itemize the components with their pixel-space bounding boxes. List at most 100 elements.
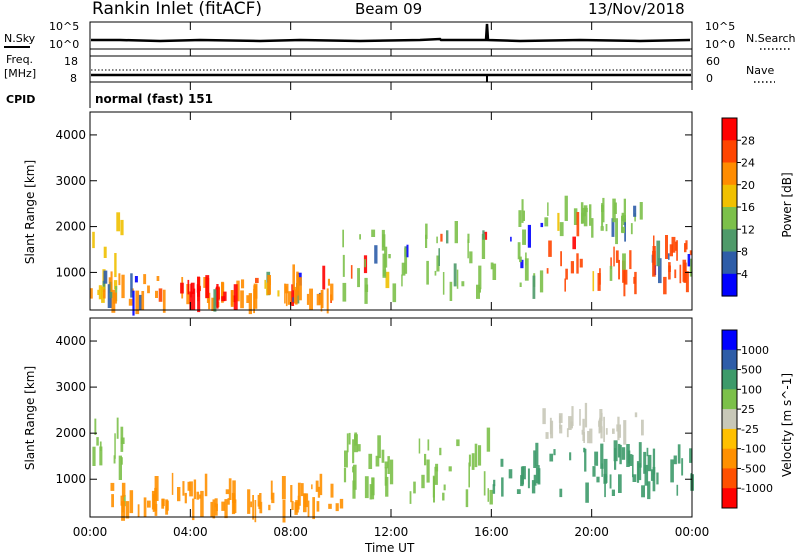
scatter-cell-1-1-71 <box>214 503 217 508</box>
colorbar-swatch-1-1 <box>722 349 737 371</box>
scatter-cell-0-1-12 <box>285 286 288 307</box>
scatter-cell-1-3-38 <box>549 453 554 462</box>
scatter-cell-1-1-55 <box>129 490 134 514</box>
scatter-cell-0-1-11 <box>264 279 266 289</box>
scatter-cell-0-5-33 <box>610 257 612 270</box>
scatter-cell-1-1-65 <box>125 501 130 519</box>
scatter-cell-0-2-6 <box>217 286 220 301</box>
scatter-cell-1-0-9 <box>94 418 97 435</box>
y-tick-label-1-2: 3000 <box>55 380 86 394</box>
scatter-cell-0-0-8 <box>92 231 95 249</box>
scatter-cell-1-4-13 <box>599 417 602 430</box>
scatter-cell-1-1-14 <box>270 480 273 500</box>
scatter-cell-1-0-7 <box>99 446 103 466</box>
scatter-cell-0-0-0 <box>90 288 93 299</box>
y-tick-label-1-3: 4000 <box>55 334 86 348</box>
scatter-cell-0-5-23 <box>671 236 676 253</box>
scatter-cell-1-1-62 <box>250 501 253 508</box>
scatter-cell-0-6-23 <box>633 205 637 217</box>
scatter-cell-1-1-66 <box>268 504 271 511</box>
scatter-cell-0-6-22 <box>614 202 617 214</box>
scatter-cell-1-1-31 <box>214 498 218 516</box>
scatter-cell-0-1-61 <box>295 289 298 305</box>
scatter-cell-1-2-3 <box>443 484 446 491</box>
scatter-cell-1-1-58 <box>315 480 319 492</box>
colorbar-swatch-0-5 <box>722 229 737 253</box>
scatter-cell-0-5-42 <box>656 240 661 267</box>
scatter-cell-0-6-5 <box>605 224 608 232</box>
colorbar-swatch-1-6 <box>722 448 737 469</box>
scatter-cell-1-3-59 <box>628 454 633 466</box>
scatter-cell-0-2-5 <box>187 279 190 295</box>
colorbar-swatch-0-1 <box>722 140 737 164</box>
colorbar-tick-label-0-5: 24 <box>741 157 755 170</box>
scatter-cell-0-3-41 <box>371 229 376 237</box>
scatter-cell-1-3-5 <box>677 444 681 464</box>
scatter-cell-1-2-16 <box>456 439 460 447</box>
scatter-cell-0-3-45 <box>442 272 445 295</box>
scatter-cell-0-5-35 <box>675 241 678 251</box>
scatter-cell-1-2-38 <box>346 433 349 453</box>
scatter-cell-1-2-43 <box>354 432 358 446</box>
scatter-cell-0-3-34 <box>436 236 438 244</box>
noise-right-label: N.Search <box>746 32 796 45</box>
colorbar-tick-label-1-6: -500 <box>741 462 766 475</box>
scatter-cell-1-3-16 <box>647 454 652 472</box>
scatter-cell-1-1-10 <box>182 481 185 496</box>
velocity-plot-area <box>92 402 694 523</box>
scatter-cell-1-1-22 <box>225 489 230 495</box>
scatter-cell-1-1-42 <box>121 501 125 521</box>
colorbar-swatch-0-2 <box>722 162 737 186</box>
scatter-cell-0-3-39 <box>357 268 360 288</box>
scatter-cell-1-2-47 <box>468 462 470 488</box>
scatter-cell-1-1-56 <box>319 473 323 496</box>
scatter-cell-0-3-29 <box>342 282 347 302</box>
scatter-cell-1-3-20 <box>638 442 642 468</box>
scatter-cell-0-5-16 <box>689 250 693 256</box>
scatter-cell-0-6-32 <box>584 207 588 213</box>
scatter-cell-0-4-12 <box>519 282 522 287</box>
scatter-cell-0-1-7 <box>102 289 106 299</box>
scatter-cell-1-3-49 <box>609 474 612 489</box>
scatter-cell-0-3-10 <box>384 246 388 268</box>
scatter-cell-0-1-37 <box>221 282 225 299</box>
scatter-cell-0-1-72 <box>309 288 313 311</box>
scatter-cell-1-1-60 <box>137 504 140 517</box>
scatter-cell-0-1-15 <box>284 283 289 294</box>
scatter-cell-1-3-12 <box>637 463 642 481</box>
colorbar-swatch-1-7 <box>722 468 737 489</box>
scatter-cell-1-3-13 <box>520 475 524 487</box>
scatter-cell-0-1-50 <box>330 283 334 301</box>
scatter-cell-1-2-19 <box>424 453 427 466</box>
scatter-cell-1-3-41 <box>531 480 536 494</box>
scatter-cell-0-1-4 <box>155 290 158 298</box>
x-tick-label-6: 00:00 <box>675 525 710 539</box>
scatter-cell-0-1-69 <box>110 271 113 292</box>
scatter-cell-0-3-20 <box>359 234 361 240</box>
scatter-cell-1-3-1 <box>619 444 622 465</box>
scatter-cell-0-2-15 <box>221 296 226 302</box>
scatter-cell-0-2-8 <box>215 286 219 308</box>
scatter-cell-0-1-73 <box>267 275 271 295</box>
scatter-cell-0-6-14 <box>547 202 549 216</box>
scatter-cell-1-1-54 <box>200 490 204 517</box>
scatter-cell-0-5-49 <box>676 240 678 261</box>
scatter-cell-0-0-4 <box>120 219 124 236</box>
scatter-cell-0-4-6 <box>517 242 521 260</box>
scatter-cell-0-4-15 <box>532 275 536 299</box>
colorbar-frame-1 <box>721 329 738 509</box>
scatter-cell-1-2-33 <box>353 464 357 490</box>
scatter-cell-1-1-25 <box>290 485 293 503</box>
scatter-cell-1-2-37 <box>427 439 430 451</box>
scatter-cell-0-1-29 <box>211 297 215 311</box>
scatter-cell-0-3-27 <box>456 269 459 289</box>
scatter-cell-1-1-63 <box>212 499 216 519</box>
power-y-axis-label: Slant Range [km] <box>23 160 37 264</box>
scatter-cell-1-1-57 <box>328 503 332 509</box>
scatter-cell-1-4-26 <box>616 424 620 432</box>
colorbar-tick-label-1-1: 500 <box>741 364 762 377</box>
scatter-cell-1-1-13 <box>120 495 124 506</box>
scatter-cell-1-3-53 <box>652 448 656 475</box>
scatter-cell-0-3-7 <box>484 231 488 240</box>
